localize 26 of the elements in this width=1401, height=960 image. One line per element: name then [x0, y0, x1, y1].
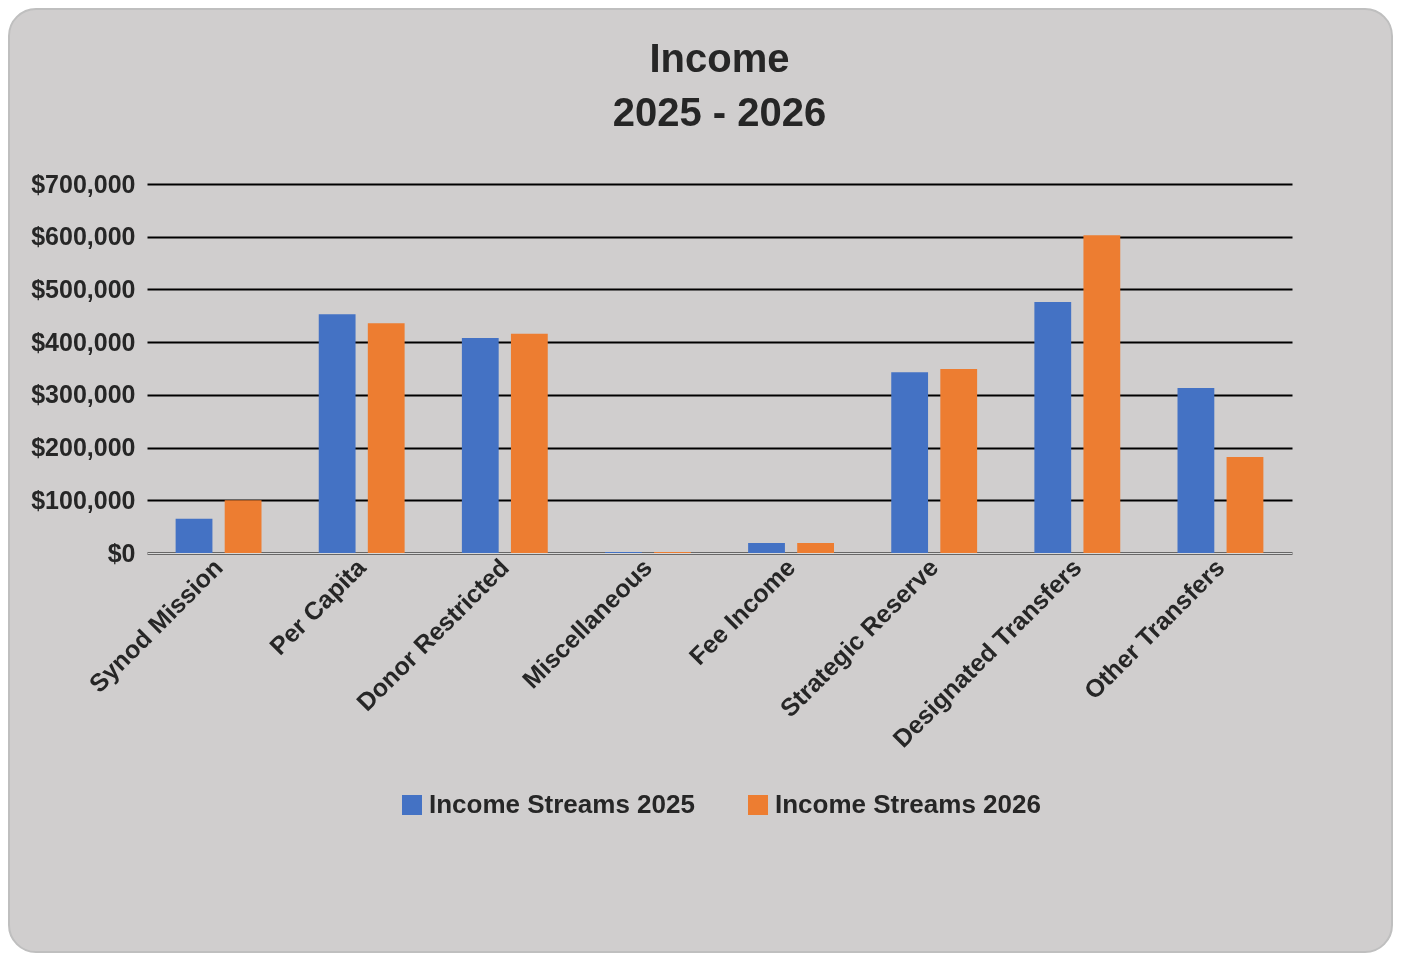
bar	[1226, 457, 1264, 553]
bar	[1177, 388, 1215, 553]
legend-label: Income Streams 2025	[429, 789, 695, 819]
bar	[224, 500, 262, 553]
y-tick-label: $0	[107, 538, 136, 567]
y-tick-label: $400,000	[31, 327, 136, 356]
chart-title: Income	[649, 36, 790, 80]
y-tick-label: $500,000	[31, 274, 136, 303]
chart-subtitle: 2025 - 2026	[612, 90, 827, 134]
legend-label: Income Streams 2026	[775, 789, 1041, 819]
bar	[891, 372, 929, 553]
y-tick-label: $700,000	[31, 169, 136, 198]
bar	[367, 323, 405, 553]
bar	[510, 333, 548, 553]
y-tick-label: $200,000	[31, 433, 136, 462]
bar	[748, 542, 785, 553]
bar	[940, 369, 978, 553]
bar	[318, 314, 356, 553]
y-tick-label: $300,000	[31, 380, 136, 409]
y-tick-label: $600,000	[31, 222, 136, 251]
bar	[1034, 302, 1072, 553]
bar	[1083, 235, 1121, 553]
bar	[797, 542, 834, 553]
bar	[175, 518, 213, 553]
y-tick-label: $100,000	[31, 485, 136, 514]
bar	[461, 337, 499, 553]
